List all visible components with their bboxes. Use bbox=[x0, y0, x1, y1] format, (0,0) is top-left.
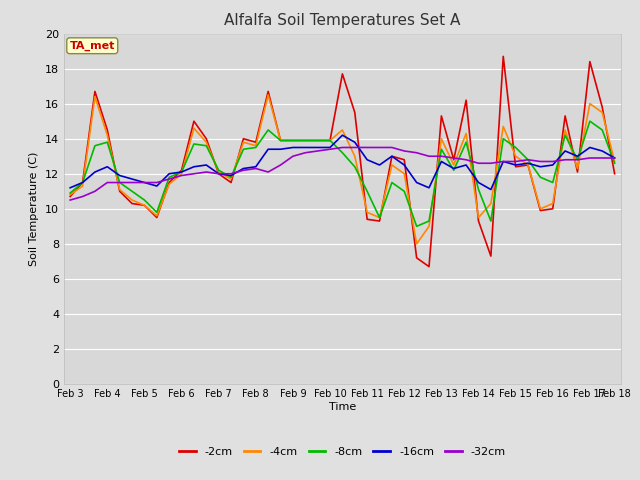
Y-axis label: Soil Temperature (C): Soil Temperature (C) bbox=[29, 152, 40, 266]
X-axis label: Time: Time bbox=[329, 402, 356, 412]
Text: TA_met: TA_met bbox=[70, 41, 115, 51]
Legend: -2cm, -4cm, -8cm, -16cm, -32cm: -2cm, -4cm, -8cm, -16cm, -32cm bbox=[175, 442, 510, 461]
Title: Alfalfa Soil Temperatures Set A: Alfalfa Soil Temperatures Set A bbox=[224, 13, 461, 28]
